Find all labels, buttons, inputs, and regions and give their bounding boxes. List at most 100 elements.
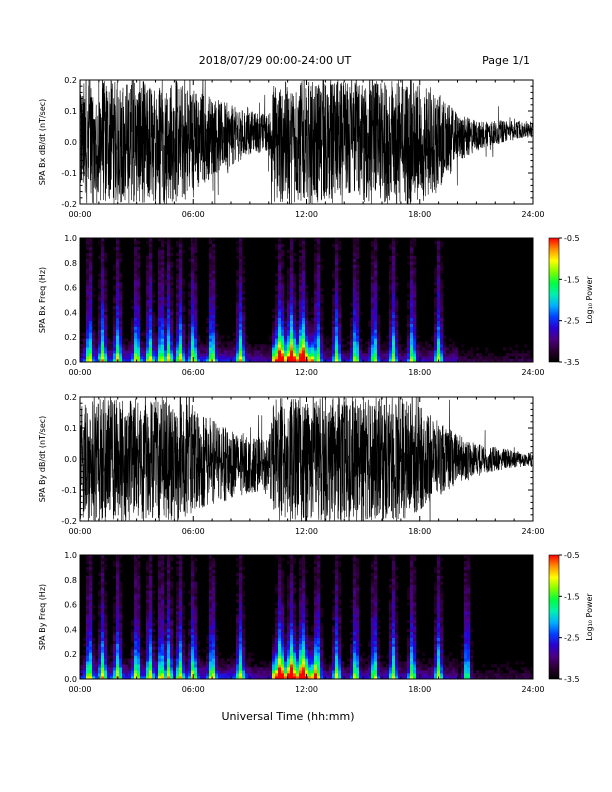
spectrogram-cell	[290, 300, 294, 304]
spectrogram-cell	[317, 643, 321, 647]
spectrogram-cell	[131, 628, 135, 633]
spectrogram-cell	[161, 311, 165, 316]
spectrogram-cell	[194, 634, 198, 638]
spectrogram-cell	[374, 276, 378, 280]
spectrogram-cell	[380, 353, 384, 357]
spectrogram-cell	[194, 279, 198, 283]
spectrogram-cell	[134, 302, 138, 307]
spectrogram-cell	[407, 353, 411, 357]
spectrogram-cell	[119, 297, 123, 301]
spectrogram-cell	[158, 670, 162, 674]
spectrogram-cell	[275, 246, 279, 251]
spectrogram-cell	[194, 581, 198, 585]
spectrogram-cell	[86, 270, 90, 274]
x-tick-label: 06:00	[182, 368, 205, 377]
spectrogram-cell	[272, 344, 276, 348]
spectrogram-cell	[407, 255, 411, 259]
spectrogram-cell	[314, 619, 318, 624]
spectrogram-cell	[374, 238, 378, 242]
spectrogram-cell	[377, 338, 381, 342]
spectrogram-cell	[236, 273, 240, 277]
spectrogram-cell	[179, 252, 183, 257]
spectrogram-cell	[317, 276, 321, 280]
spectrogram-cell	[392, 246, 396, 251]
spectrogram-cell	[317, 359, 321, 363]
spectrogram-cell	[350, 311, 354, 316]
spectrogram-cell	[101, 587, 105, 591]
spectrogram-cell	[290, 664, 294, 668]
spectrogram-cell	[464, 353, 468, 357]
spectrogram-cell	[158, 655, 162, 659]
spectrogram-cell	[275, 356, 279, 360]
spectrogram-cell	[161, 637, 165, 641]
spectrogram-cell	[320, 297, 324, 301]
spectrogram-cell	[89, 335, 93, 339]
spectrogram-cell	[182, 676, 186, 680]
spectrogram-cell	[149, 655, 153, 659]
spectrogram-cell	[152, 628, 156, 633]
spectrogram-cell	[302, 584, 306, 588]
spectrogram-cell	[137, 261, 141, 265]
spectrogram-cell	[437, 320, 441, 324]
spectrogram-cell	[209, 631, 213, 636]
spectrogram-cell	[326, 347, 330, 351]
spectrogram-cell	[176, 572, 180, 576]
spectrogram-cell	[179, 356, 183, 360]
spectrogram-cell	[290, 267, 294, 271]
spectrogram-cell	[236, 652, 240, 656]
spectrogram-cell	[212, 347, 216, 351]
spectrogram-cell	[242, 261, 246, 265]
spectrogram-cell	[320, 288, 324, 292]
spectrogram-cell	[101, 341, 105, 345]
spectrogram-cell	[191, 332, 195, 336]
spectrogram-cell	[83, 338, 87, 342]
spectrogram-cell	[116, 608, 120, 612]
spectrogram-cell	[152, 611, 156, 615]
spectrogram-cell	[134, 311, 138, 316]
spectrogram-cell	[104, 661, 108, 665]
spectrogram-cell	[179, 622, 183, 627]
spectrogram-cell	[338, 279, 342, 283]
spectrogram-cell	[119, 329, 123, 333]
spectrogram-cell	[167, 617, 171, 621]
spectrogram-cell	[410, 311, 414, 316]
spectrogram-cell	[137, 320, 141, 324]
spectrogram-cell	[209, 288, 213, 292]
spectrogram-cell	[338, 294, 342, 298]
spectrogram-cell	[278, 291, 282, 295]
spectrogram-cell	[206, 335, 210, 339]
spectrogram-cell	[317, 617, 321, 621]
spectrogram-cell	[440, 353, 444, 357]
spectrogram-cell	[302, 658, 306, 662]
spectrogram-cell	[116, 649, 120, 653]
spectrogram-cell	[110, 344, 114, 348]
spectrogram-cell	[236, 255, 240, 259]
spectrogram-cell	[317, 326, 321, 330]
spectrogram-cell	[134, 249, 138, 254]
spectrogram-cell	[320, 326, 324, 330]
spectrogram-cell	[320, 335, 324, 339]
spectrogram-cell	[290, 572, 294, 576]
spectrogram-cell	[281, 294, 285, 298]
spectrogram-cell	[134, 264, 138, 268]
spectrogram-cell	[284, 634, 288, 638]
spectrogram-cell	[248, 353, 252, 357]
spectrogram-cell	[239, 270, 243, 274]
spectrogram-cell	[335, 320, 339, 324]
spectrogram-cell	[101, 279, 105, 283]
spectrogram-cell	[281, 670, 285, 674]
spectrogram-cell	[179, 608, 183, 612]
spectrogram-cell	[293, 291, 297, 295]
spectrogram-cell	[197, 643, 201, 647]
spectrogram-cell	[98, 240, 102, 245]
spectrogram-cell	[206, 652, 210, 656]
spectrogram-cell	[407, 314, 411, 319]
spectrogram-cell	[137, 282, 141, 286]
spectrogram-cell	[371, 359, 375, 363]
spectrogram-cell	[83, 664, 87, 668]
spectrogram-cell	[278, 593, 282, 597]
spectrogram-cell	[146, 617, 150, 621]
spectrogram-cell	[272, 661, 276, 665]
spectrogram-cell	[104, 643, 108, 647]
spectrogram-cell	[317, 596, 321, 600]
